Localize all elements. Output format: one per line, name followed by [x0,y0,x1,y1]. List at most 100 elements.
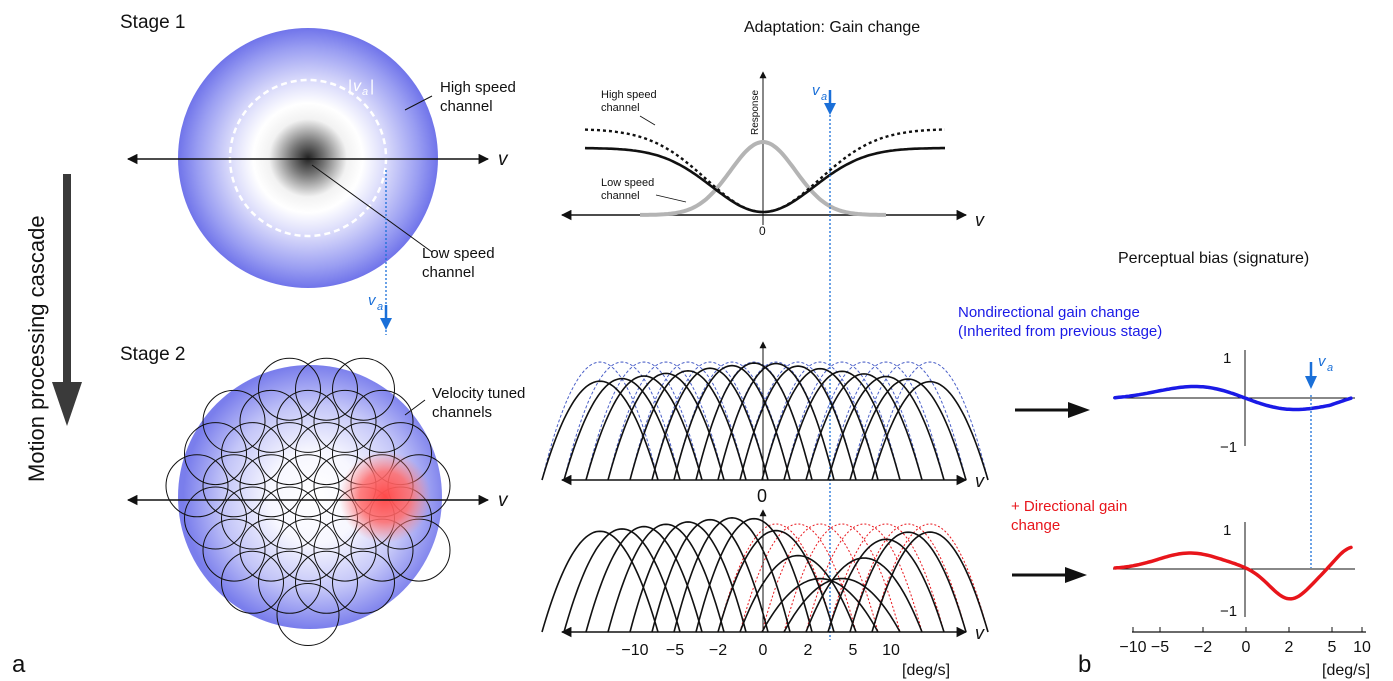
adapted-tuning-curves [541,362,989,481]
tuning-curve [695,362,813,481]
va-marker-adaptation: v a [812,82,836,115]
adapt-zero: 0 [759,224,766,238]
channel-circle [239,454,303,518]
channel-circle [258,550,321,614]
bias-tick: 0 [1242,639,1251,656]
stage2-tuned-2: channels [432,404,492,421]
red-tuning-curve [805,523,923,633]
stage1-title: Stage 1 [120,12,186,33]
nondirectional-bias-curve [1113,384,1353,412]
tuning-curve [827,538,945,633]
adapt-v-label: v [975,210,985,230]
tuning-curve [783,370,901,481]
directional-adapted-curves [541,516,989,633]
channel-circle [221,486,284,550]
channel-circle [202,518,266,582]
bias-tick: 2 [1285,639,1294,656]
tuning-curve [871,531,989,633]
mid-zero: 0 [757,486,767,506]
low-speed-gaussian-curve [640,140,886,217]
blue-tuning-curve [761,361,879,481]
adaptation-plot: Adaptation: Gain change Response High sp… [560,19,985,238]
stage2-diagram: Stage 2 v Velocity tuned channels [120,344,525,646]
tuning-curve [541,380,659,481]
tuning-curve [871,380,989,481]
pre-adaptation-tuning-curves [541,361,989,481]
tuning-curve [761,367,879,481]
tuning-curve [629,521,747,633]
tuning-curve [827,375,945,481]
blue-tuning-curve [849,361,967,481]
tuning-curve [629,369,747,481]
channel-circle [202,389,266,453]
cascade-label: Motion processing cascade [24,215,49,482]
channel-circle [258,486,321,550]
adapt-low-speed-2: channel [601,190,640,202]
bot-v-label: v [975,623,985,643]
blue-tuning-curve [783,361,901,481]
bottom-tick-labels: −10 −5 −2 0 2 5 10 [621,642,900,659]
stage1-high-speed-2: channel [440,98,493,115]
channel-circle [295,550,358,614]
channel-circle [295,357,358,421]
bias-x-ticks [1132,627,1363,632]
bot-tick: −10 [621,642,648,659]
perceptual-bias-section: Perceptual bias (signature) Nondirection… [958,250,1371,679]
tuning-curve [607,372,725,481]
nondir-label-2: (Inherited from previous stage) [958,323,1162,340]
va-marker-stage2: v a [368,292,392,330]
svg-text:|: | [348,78,352,95]
stage1-va-abs-label: | v a | [348,78,374,98]
channel-circle [165,454,229,518]
channel-circle [313,389,377,453]
tuning-curve [607,523,725,633]
tuning-curve [739,365,857,481]
blue-tuning-curve [739,361,857,481]
svg-text:a: a [821,91,827,103]
arrow-to-bias-2 [1012,567,1087,583]
bias1-bottom: −1 [1220,439,1237,456]
channel-circle [184,422,247,486]
adapt-low-speed-leader [655,194,687,203]
tuning-curve [563,528,681,633]
panel-label-b: b [1078,651,1091,678]
blue-tuning-curve [805,361,923,481]
tuning-curve [849,531,967,633]
red-tuning-curve [739,523,857,633]
arrow-to-bias-1 [1015,402,1090,418]
bot-tick: 10 [882,642,900,659]
channel-circle [295,422,358,486]
blue-tuning-curve [651,361,769,481]
tuning-curve [805,557,923,633]
tuning-curve [695,517,813,633]
stage2-title: Stage 2 [120,344,186,365]
red-tuning-curve [717,523,835,633]
adapt-low-speed-1: Low speed [601,177,654,189]
tuning-curve [673,516,791,633]
stage2-tuned-1: Velocity tuned [432,385,525,402]
tuning-curve [563,377,681,481]
blue-tuning-curve [629,361,747,481]
blue-tuning-curve [695,361,813,481]
bias2-bottom: −1 [1220,603,1237,620]
adapt-response-label: Response [750,90,761,135]
svg-text:a: a [362,86,368,98]
channel-circle [276,454,340,518]
tuning-curve [585,375,703,481]
tuning-curve [739,554,857,633]
bot-tick: 2 [804,642,813,659]
stage1-low-speed-2: channel [422,264,475,281]
channel-circle [239,518,303,582]
mid-v-label: v [975,471,985,491]
directional-tuning-plot: v −10 −5 −2 0 2 5 10 [deg/s] [541,509,989,679]
channel-circle [202,454,266,518]
bias-unit: [deg/s] [1322,662,1370,679]
svg-text:v: v [812,82,821,99]
blue-tuning-curve [541,361,659,481]
blue-tuning-curve [607,361,725,481]
high-speed-channel-curve [584,146,945,214]
tuning-curve [673,364,791,481]
va-marker-bias: v a [1305,353,1333,389]
tuning-curve [651,518,769,633]
